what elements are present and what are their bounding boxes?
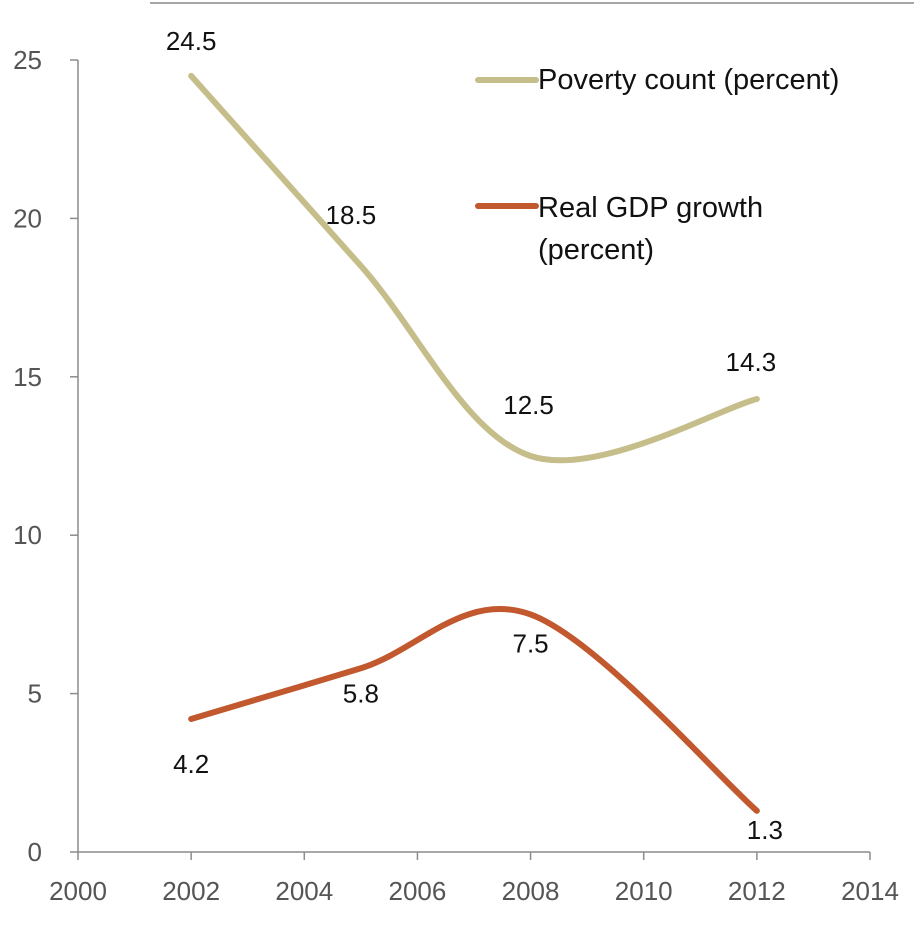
legend-label: Real GDP growth — [538, 192, 763, 224]
x-tick-label: 2006 — [389, 876, 447, 906]
y-tick-label: 15 — [13, 362, 42, 392]
x-tick-label: 2010 — [615, 876, 673, 906]
data-label: 5.8 — [343, 678, 379, 708]
data-label: 4.2 — [173, 749, 209, 779]
legend-label: (percent) — [538, 234, 654, 266]
x-tick-label: 2002 — [162, 876, 220, 906]
data-label: 24.5 — [166, 26, 217, 56]
y-tick-label: 5 — [28, 679, 42, 709]
x-tick-label: 2014 — [841, 876, 899, 906]
data-label: 18.5 — [326, 200, 377, 230]
x-tick-label: 2008 — [502, 876, 560, 906]
y-tick-label: 25 — [13, 45, 42, 75]
data-label: 12.5 — [503, 390, 554, 420]
series-line-real-gdp-growth — [188, 606, 760, 814]
x-tick-label: 2000 — [49, 876, 107, 906]
y-tick-label: 0 — [28, 837, 42, 867]
series-line-poverty-count — [188, 72, 760, 464]
data-label: 7.5 — [512, 628, 548, 658]
data-label: 1.3 — [747, 815, 783, 845]
data-label: 14.3 — [726, 347, 777, 377]
legend-label: Poverty count (percent) — [538, 64, 839, 96]
y-tick-label: 20 — [13, 203, 42, 233]
x-tick-label: 2012 — [728, 876, 786, 906]
y-tick-label: 10 — [13, 520, 42, 550]
x-tick-label: 2004 — [275, 876, 333, 906]
